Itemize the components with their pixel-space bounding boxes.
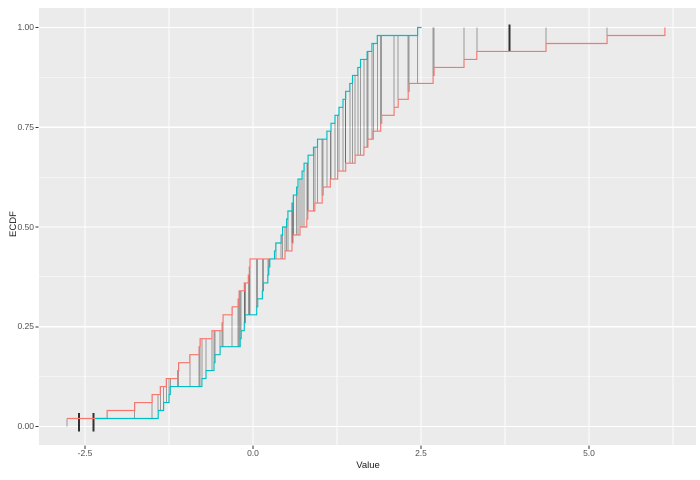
ecdf-line-sample-1 bbox=[66, 27, 666, 420]
y-tick-label: 0.25 bbox=[17, 321, 34, 332]
x-tick-label: 2.5 bbox=[415, 448, 427, 458]
y-tick-label: 0.00 bbox=[17, 421, 34, 431]
x-axis-title: Value bbox=[356, 460, 380, 471]
x-tick-label: 0.0 bbox=[247, 448, 259, 458]
x-tick-label: -2.5 bbox=[77, 448, 93, 458]
y-tick-label: 1.00 bbox=[17, 22, 34, 32]
y-tick-label: 0.75 bbox=[17, 121, 34, 132]
y-tick-label: 0.50 bbox=[17, 221, 34, 232]
ecdf-line-sample-2 bbox=[95, 26, 422, 420]
x-tick-label: 5.0 bbox=[583, 448, 595, 458]
